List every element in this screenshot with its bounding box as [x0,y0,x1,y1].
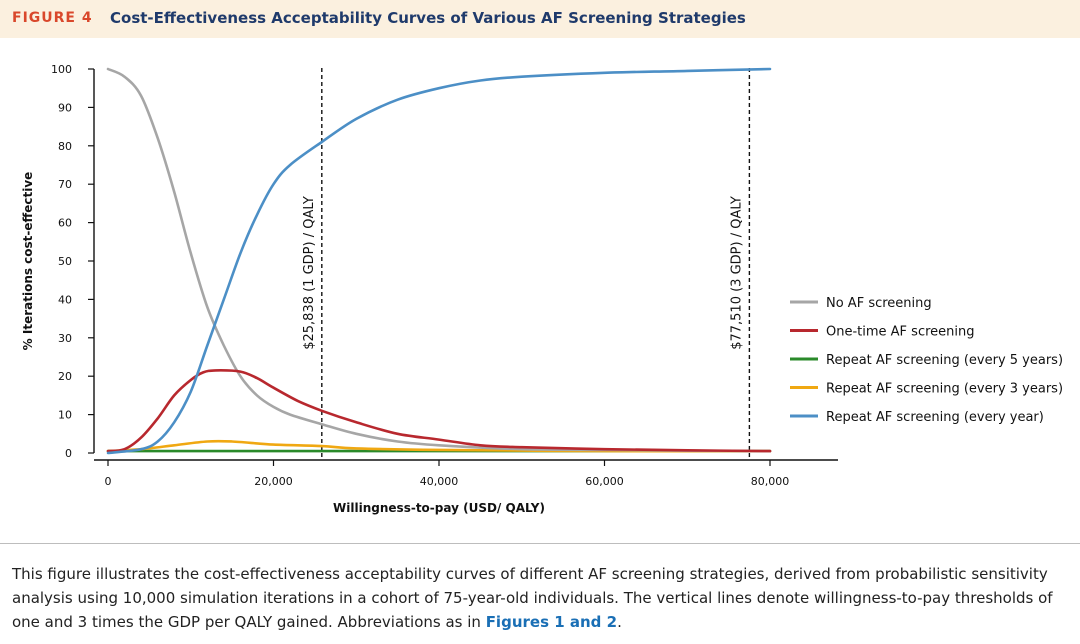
legend-label-3: Repeat AF screening (every 5 years) [826,353,1063,368]
caption-end: . [617,613,622,631]
y-tick-label: 90 [58,101,72,114]
figure-label: FIGURE 4 [12,10,93,26]
y-tick-label: 80 [58,140,72,153]
series-line-5 [106,67,772,455]
x-tick-label: 80,000 [751,475,790,488]
legend-label-4: Repeat AF screening (every 3 years) [826,382,1063,397]
axes: 0 10 20 30 40 50 60 70 80 90 100 0 20,000 40,000 60,00… [21,63,838,515]
legend-label-1: No AF screening [826,296,932,311]
figure-title: Cost-Effectiveness Acceptability Curves … [110,9,746,27]
threshold-label-1: $25,838 (1 GDP) / QALY [302,196,317,350]
legend: No AF screening One-time AF screening Repe… [790,296,1063,425]
x-tick-label: 20,000 [254,475,293,488]
y-tick-label: 40 [58,293,72,306]
x-tick-label: 60,000 [585,475,624,488]
y-tick-label: 10 [58,409,72,422]
x-tick-label: 0 [105,475,112,488]
x-tick-label: 40,000 [420,475,459,488]
y-tick-label: 0 [65,447,72,460]
y-tick-label: 30 [58,332,72,345]
legend-label-2: One-time AF screening [826,325,974,340]
series-line-2 [106,369,772,453]
y-tick-label: 60 [58,217,72,230]
figure-caption: This figure illustrates the cost-effecti… [12,562,1068,634]
figure-header: FIGURE 4 Cost-Effectiveness Acceptabilit… [0,0,1080,38]
series-line-1 [106,67,772,453]
legend-label-5: Repeat AF screening (every year) [826,410,1044,425]
y-tick-label: 20 [58,370,72,383]
ceac-chart: 0 10 20 30 40 50 60 70 80 90 100 0 20,000 40,000 60,00… [21,63,1063,515]
y-tick-label: 100 [51,63,72,76]
y-axis-title: % Iterations cost-effective [21,172,35,351]
threshold-lines: $25,838 (1 GDP) / QALY $77,510 (3 GDP) / … [302,68,751,460]
y-tick-label: 70 [58,178,72,191]
caption-text: This figure illustrates the cost-effecti… [12,565,1053,631]
series-lines [106,67,772,455]
x-axis-title: Willingness-to-pay (USD/ QALY) [333,501,545,515]
figures-link[interactable]: Figures 1 and 2 [485,613,618,631]
y-tick-label: 50 [58,255,72,268]
caption-box: This figure illustrates the cost-effecti… [0,543,1080,644]
threshold-label-2: $77,510 (3 GDP) / QALY [729,196,744,350]
